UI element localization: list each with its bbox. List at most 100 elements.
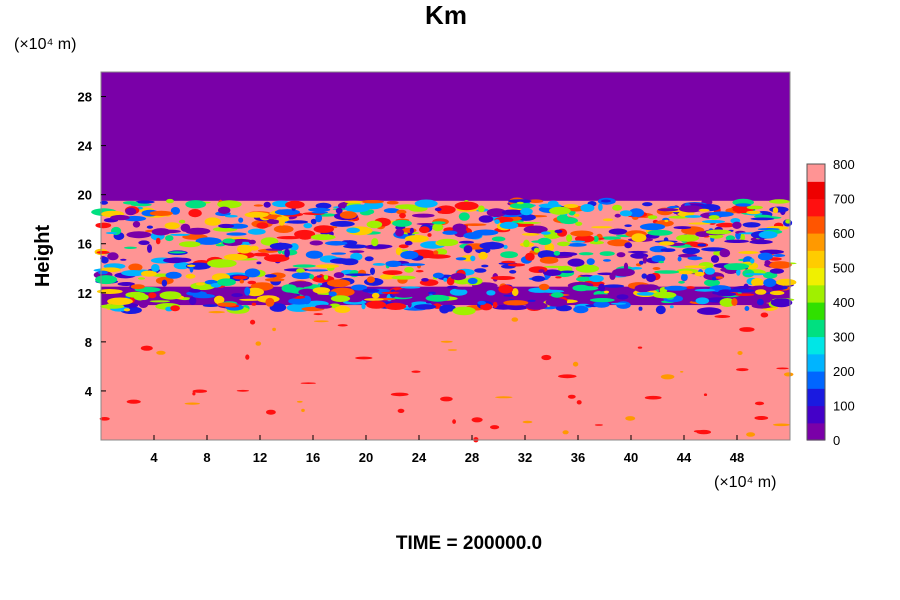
field-low-region xyxy=(101,72,790,201)
field-blob xyxy=(673,226,692,230)
field-blob xyxy=(654,270,680,274)
field-blob xyxy=(750,258,755,264)
field-blob xyxy=(570,293,583,299)
field-blob xyxy=(263,201,271,208)
field-streak xyxy=(397,408,405,413)
field-blob xyxy=(603,284,625,288)
field-blob xyxy=(432,272,444,279)
time-label: TIME = 200000.0 xyxy=(396,533,542,554)
field-streak xyxy=(693,430,703,433)
colorbar-tick-label: 800 xyxy=(833,157,855,172)
field-blob xyxy=(610,302,627,305)
field-blob xyxy=(508,199,532,204)
field-blob xyxy=(751,302,772,309)
field-blob xyxy=(681,273,688,281)
field-blob xyxy=(316,275,322,278)
field-blob xyxy=(323,274,329,280)
field-blob xyxy=(414,199,438,208)
field-blob xyxy=(151,228,171,236)
field-blob xyxy=(500,251,518,259)
field-blob xyxy=(439,304,450,314)
field-blob xyxy=(147,244,152,253)
colorbar-swatch xyxy=(807,336,825,355)
field-blob xyxy=(555,276,562,279)
colorbar-swatch xyxy=(807,319,825,338)
field-blob xyxy=(503,300,529,306)
field-blob xyxy=(589,240,604,245)
field-blob xyxy=(174,257,192,263)
field-streak xyxy=(776,367,789,370)
field-streak xyxy=(255,341,262,346)
field-blob xyxy=(503,222,518,228)
field-blob xyxy=(591,294,614,298)
field-blob xyxy=(486,290,496,296)
field-blob xyxy=(170,207,180,215)
y-axis-unit: (×10⁴ m) xyxy=(14,36,76,53)
field-streak xyxy=(746,432,756,437)
field-blob xyxy=(264,274,277,278)
field-blob xyxy=(531,275,546,282)
field-blob xyxy=(315,304,333,309)
field-blob xyxy=(694,271,705,277)
field-blob xyxy=(138,277,145,280)
field-blob xyxy=(652,267,661,270)
field-blob xyxy=(366,220,383,229)
field-blob xyxy=(602,218,614,222)
field-blob xyxy=(701,247,727,252)
field-blob xyxy=(578,252,594,256)
field-blob xyxy=(523,239,530,248)
field-blob xyxy=(454,287,471,290)
field-blob xyxy=(715,276,724,279)
field-blob xyxy=(217,302,237,307)
field-blob xyxy=(638,306,643,311)
field-blob xyxy=(523,225,548,234)
field-blob xyxy=(117,282,135,286)
field-blob xyxy=(589,298,615,303)
field-streak xyxy=(192,392,196,396)
field-blob xyxy=(708,215,720,220)
field-blob xyxy=(120,258,127,261)
colorbar-swatch xyxy=(807,198,825,217)
turbulent-layer xyxy=(91,197,797,443)
field-blob xyxy=(305,250,323,259)
field-blob xyxy=(292,264,316,268)
field-streak xyxy=(471,417,483,423)
field-streak xyxy=(773,423,790,427)
field-blob xyxy=(492,301,498,309)
field-blob xyxy=(123,308,131,312)
field-blob xyxy=(612,268,635,277)
field-blob xyxy=(719,248,731,258)
field-blob xyxy=(769,268,785,274)
field-blob xyxy=(366,300,387,309)
field-blob xyxy=(685,286,695,289)
field-blob xyxy=(463,232,482,240)
field-blob xyxy=(446,277,455,286)
x-tick-label: 16 xyxy=(306,450,320,465)
field-blob xyxy=(775,278,797,286)
field-blob xyxy=(284,248,290,258)
field-blob xyxy=(382,270,403,275)
field-blob xyxy=(598,237,605,240)
field-streak xyxy=(495,396,513,399)
field-blob xyxy=(537,237,552,245)
field-blob xyxy=(95,275,118,285)
field-blob xyxy=(315,264,340,269)
field-blob xyxy=(296,268,305,273)
field-blob xyxy=(764,260,771,266)
field-blob xyxy=(231,293,243,298)
field-blob xyxy=(310,234,336,241)
field-blob xyxy=(452,223,467,233)
field-blob xyxy=(361,303,366,310)
field-blob xyxy=(769,206,789,213)
field-blob xyxy=(576,276,592,282)
field-blob xyxy=(687,256,703,261)
field-blob xyxy=(449,288,468,296)
field-blob xyxy=(192,293,215,299)
field-blob xyxy=(525,252,535,261)
field-blob xyxy=(130,284,145,290)
field-blob xyxy=(545,298,568,307)
field-streak xyxy=(541,354,552,361)
field-blob xyxy=(308,207,331,212)
field-blob xyxy=(303,223,313,229)
field-blob xyxy=(214,295,225,305)
